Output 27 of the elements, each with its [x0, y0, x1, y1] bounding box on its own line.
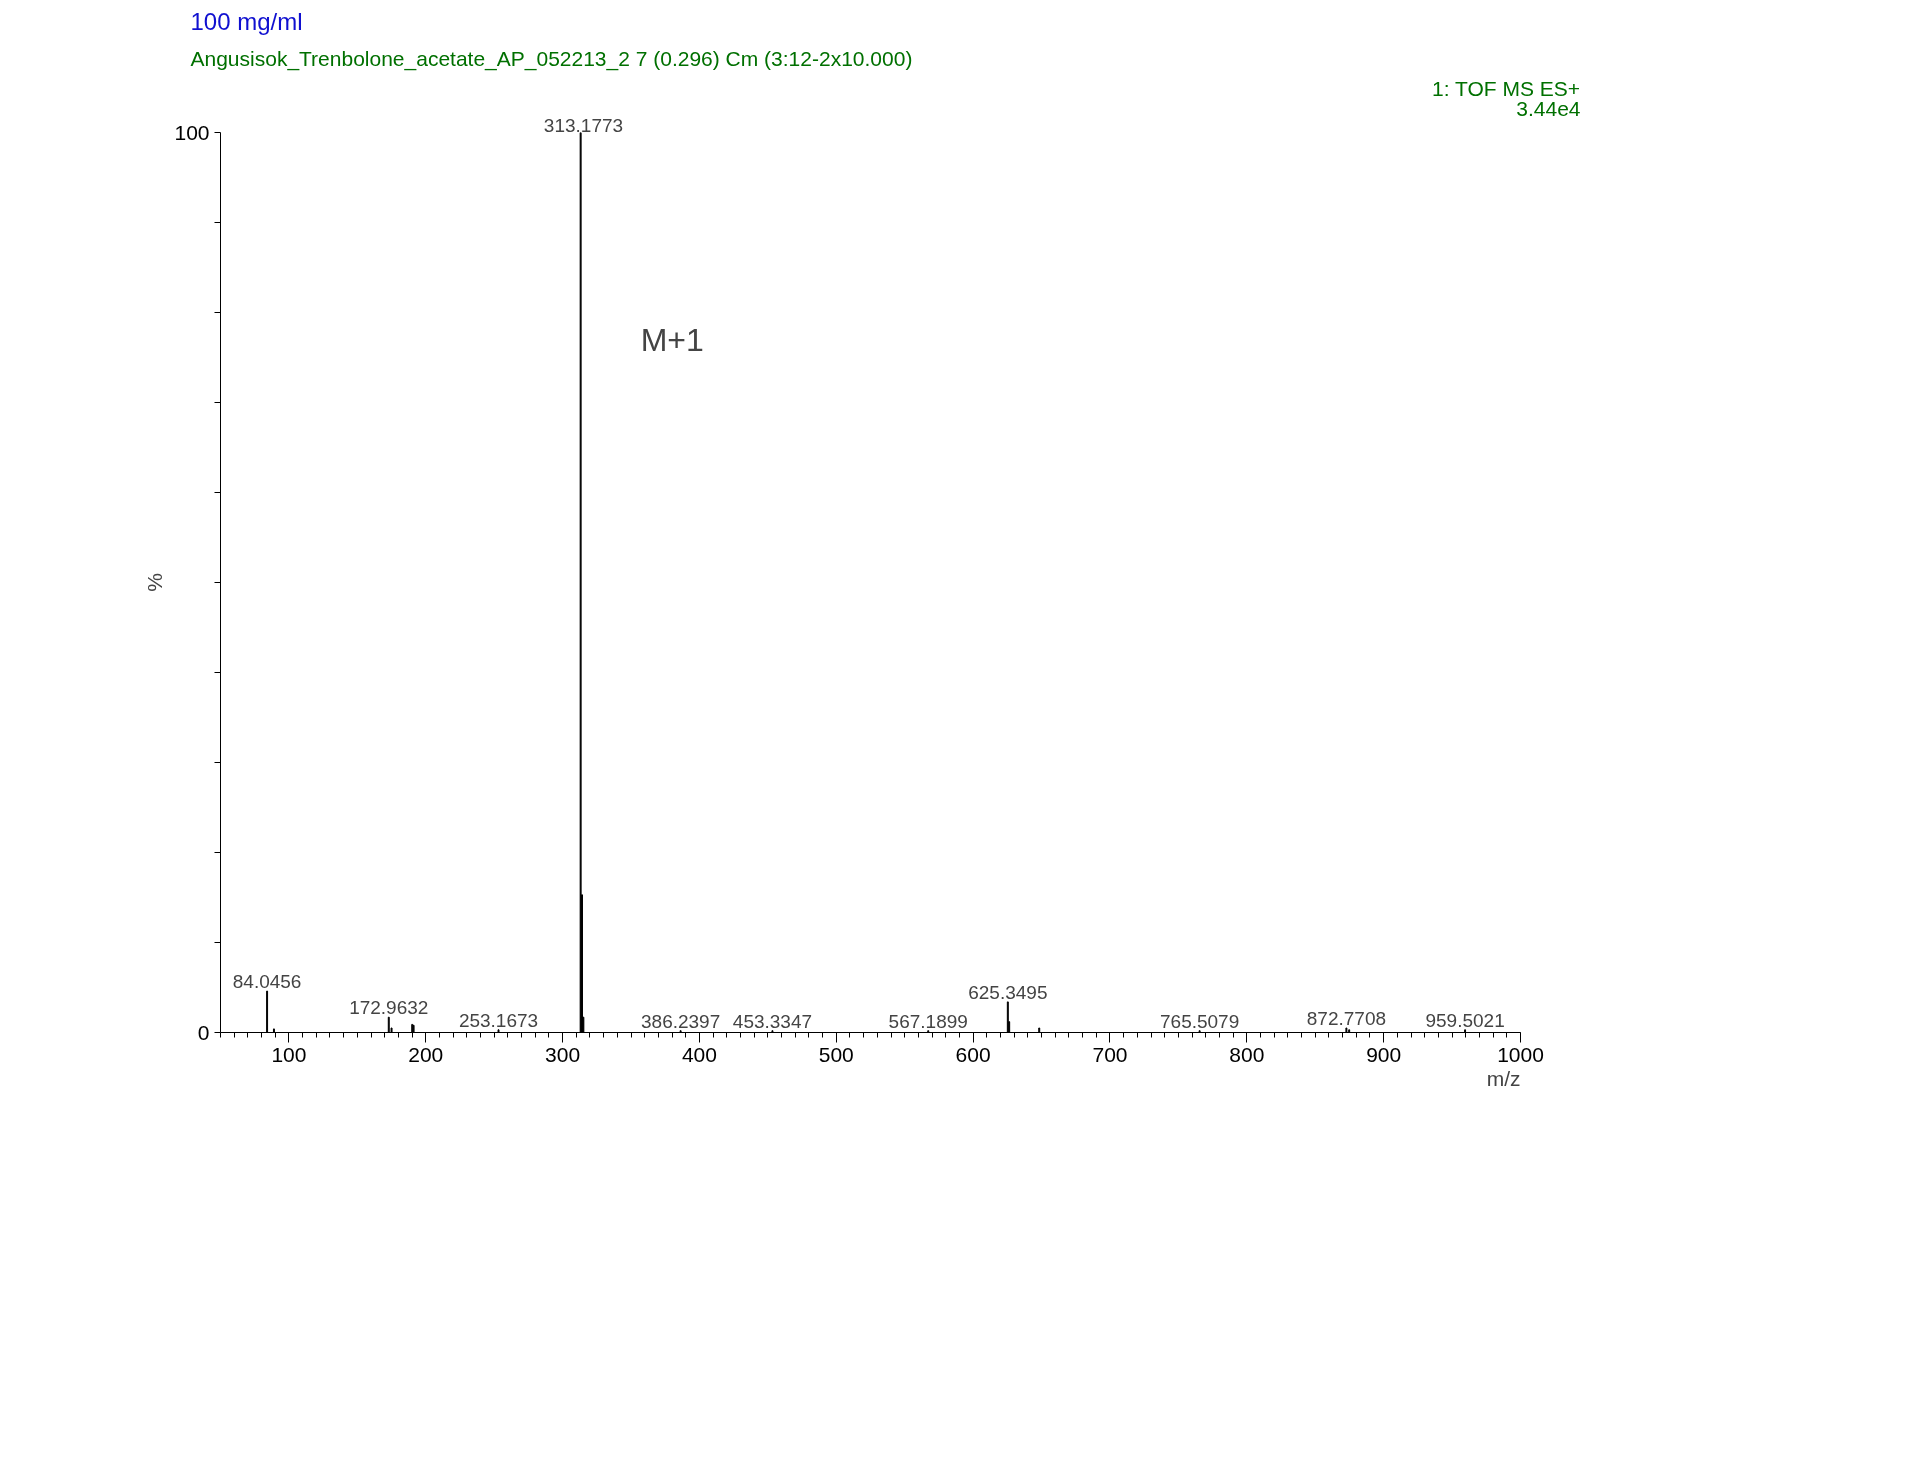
y-tick-label: 0: [197, 1020, 210, 1044]
x-tick-label: 800: [1229, 1042, 1265, 1066]
annotation: M+1: [640, 321, 704, 358]
annotation: 765.5079: [1159, 1010, 1240, 1032]
x-tick-label: 700: [1092, 1042, 1128, 1066]
x-tick-label: 900: [1366, 1042, 1402, 1066]
annotation: 253.1673: [458, 1009, 539, 1031]
x-tick-label: 100: [271, 1042, 307, 1066]
annotation: 386.2397: [640, 1010, 721, 1032]
annotation: 313.1773: [543, 114, 624, 136]
x-tick-label: 300: [545, 1042, 581, 1066]
annotation: 959.5021: [1425, 1009, 1505, 1031]
annotation: 84.0456: [232, 971, 302, 993]
annotation: 453.3347: [732, 1010, 813, 1032]
chart-title: 100 mg/ml: [190, 7, 303, 35]
y-axis-title: %: [143, 573, 167, 592]
chart-subtitle: Angusisok_Trenbolone_acetate_AP_052213_2 7 (0.296) Cm (3:12-2x10.000): [190, 46, 913, 71]
x-tick-label: 400: [681, 1042, 717, 1066]
annotation: 172.9632: [349, 997, 429, 1019]
annotation: 625.3495: [968, 981, 1048, 1003]
x-axis-title: m/z: [1486, 1066, 1521, 1090]
annotation: 567.1899: [888, 1010, 968, 1032]
x-tick-label: 500: [818, 1042, 854, 1066]
x-tick-label: 1000: [1497, 1042, 1544, 1066]
x-tick-label: 600: [955, 1042, 991, 1066]
annotation: 872.7708: [1306, 1008, 1387, 1029]
x-tick-label: 200: [408, 1042, 444, 1066]
